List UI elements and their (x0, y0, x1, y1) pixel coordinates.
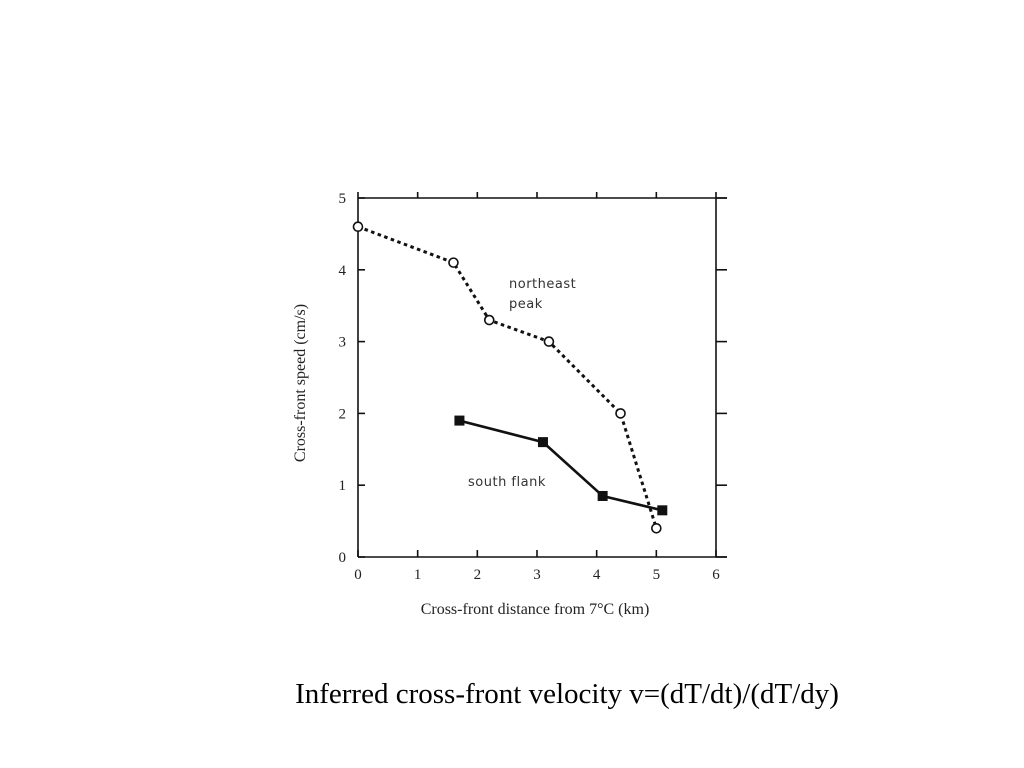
x-axis-title: Cross-front distance from 7°C (km) (421, 601, 650, 618)
data-point-northeast-peak (352, 221, 364, 233)
y-tick-label: 2 (339, 406, 347, 422)
y-tick-label: 1 (339, 478, 347, 494)
plot-frame (357, 197, 727, 558)
series-line-south-flank (459, 419, 663, 512)
axis-ticks (357, 192, 727, 558)
x-tick-label: 6 (712, 567, 720, 583)
data-point-northeast-peak (651, 522, 662, 534)
data-point-northeast-peak (615, 408, 626, 419)
data-point-south-flank (537, 437, 548, 448)
annotation-peak: peak (509, 297, 543, 312)
data-point-south-flank (454, 415, 465, 426)
y-tick-label: 4 (339, 263, 347, 279)
x-tick-label: 0 (354, 567, 362, 583)
x-tick-label: 2 (474, 567, 482, 583)
series-line-northeast-peak (357, 225, 658, 529)
data-point-northeast-peak (483, 314, 495, 326)
x-tick-label: 4 (593, 567, 601, 583)
series-layer (352, 221, 668, 534)
y-axis-title: Cross-front speed (cm/s) (292, 304, 309, 462)
annotation-northeast: northeast (509, 277, 576, 292)
y-tick-label: 5 (339, 191, 347, 207)
data-point-northeast-peak (543, 336, 555, 347)
y-tick-label: 3 (339, 335, 347, 351)
slide-caption: Inferred cross-front velocity v=(dT/dt)/… (295, 678, 839, 710)
data-point-south-flank (597, 490, 608, 501)
x-tick-label: 5 (653, 567, 661, 583)
x-tick-label: 3 (533, 567, 541, 583)
annotation-south-flank: south flank (468, 475, 546, 490)
x-tick-label: 1 (414, 567, 422, 583)
tick-labels: 0 1 2 3 4 5 6 0 1 2 3 4 5 (339, 191, 721, 583)
data-point-south-flank (657, 505, 668, 516)
data-point-northeast-peak (448, 257, 459, 268)
y-tick-label: 0 (339, 550, 347, 566)
